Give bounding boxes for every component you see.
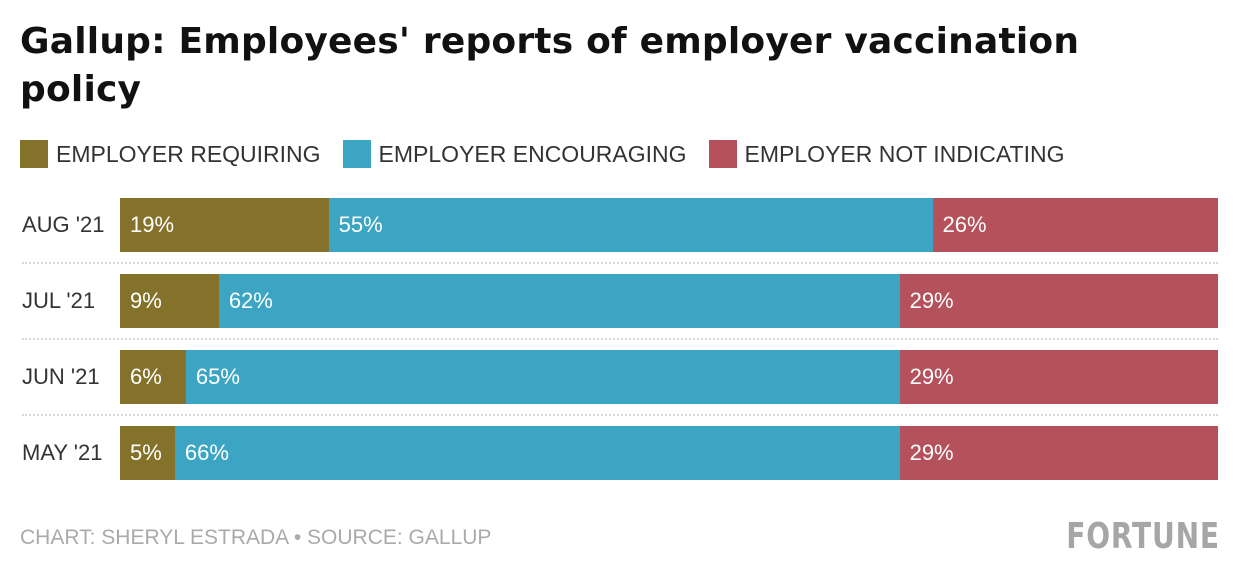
bar-segment: 9% [120, 274, 219, 328]
chart-title: Gallup: Employees' reports of employer v… [20, 21, 1080, 110]
legend-item: EMPLOYER ENCOURAGING [342, 140, 687, 168]
data-label: 19% [130, 212, 175, 237]
category-label: MAY '21 [22, 440, 103, 465]
data-label: 65% [195, 364, 240, 389]
fortune-logo: FORTUNE [1066, 516, 1220, 557]
bar-segment: 62% [218, 274, 900, 328]
legend-label: EMPLOYER NOT INDICATING [744, 140, 1065, 167]
data-label: 29% [909, 288, 954, 313]
legend-swatch [708, 140, 737, 168]
footer-credit: CHART: SHERYL ESTRADA • SOURCE: GALLUP [20, 526, 492, 549]
bar-segment: 66% [174, 426, 900, 480]
data-label: 29% [909, 440, 954, 465]
bar-segment: 65% [185, 350, 900, 404]
bar-segment: 29% [899, 274, 1218, 328]
category-label: AUG '21 [22, 212, 105, 237]
bar-row: 9% 62% 29% [120, 274, 1218, 328]
bar-row: 5% 66% 29% [120, 426, 1218, 480]
bar-segment: 55% [328, 198, 933, 252]
data-label: 9% [130, 288, 162, 313]
data-label: 55% [338, 212, 383, 237]
bar-segment: 29% [899, 426, 1218, 480]
category-label: JUL '21 [22, 288, 96, 313]
bar-row: 6% 65% 29% [120, 350, 1218, 404]
data-label: 62% [228, 288, 273, 313]
data-label: 6% [130, 364, 162, 389]
legend-item: EMPLOYER REQUIRING [20, 140, 321, 168]
data-label: 26% [942, 212, 987, 237]
bar-segment: 6% [120, 350, 186, 404]
legend-label: EMPLOYER REQUIRING [56, 140, 321, 167]
data-label: 29% [909, 364, 954, 389]
bar-segment: 19% [120, 198, 329, 252]
row-divider [22, 414, 1218, 416]
category-label: JUN '21 [22, 364, 100, 389]
bar-segment: 26% [932, 198, 1218, 252]
row-divider [22, 338, 1218, 340]
data-label: 66% [184, 440, 229, 465]
bar-segment: 29% [899, 350, 1218, 404]
bar-row: 19% 55% 26% [120, 198, 1218, 252]
legend-label: EMPLOYER ENCOURAGING [378, 140, 687, 167]
legend-item: EMPLOYER NOT INDICATING [708, 140, 1065, 168]
row-divider [22, 262, 1218, 264]
legend: EMPLOYER REQUIRING EMPLOYER ENCOURAGING EM… [20, 140, 1086, 168]
data-label: 5% [130, 440, 162, 465]
legend-swatch [342, 140, 371, 168]
legend-swatch [20, 140, 48, 168]
bar-segment: 5% [120, 426, 175, 480]
